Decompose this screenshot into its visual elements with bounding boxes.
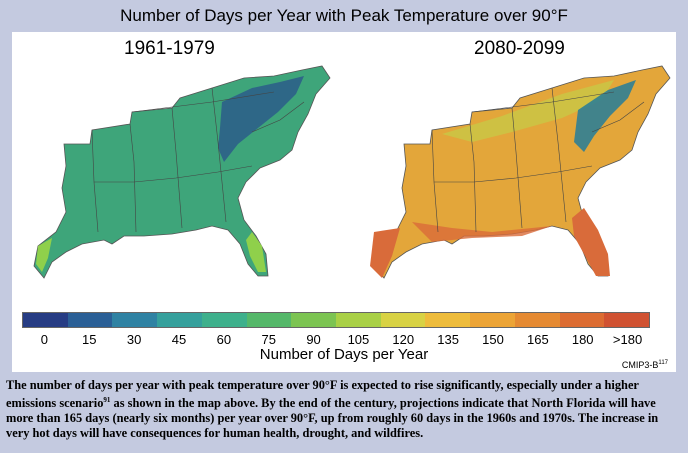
source-label: CMIP3-B117: [621, 360, 668, 370]
legend-tick-8: 120: [392, 332, 415, 347]
state-borders-left: [91, 87, 305, 233]
legend-bin-9: [425, 313, 471, 327]
legend-tick-12: 180: [571, 332, 594, 347]
texas-coast-left: [36, 238, 52, 272]
florida-coast-left: [246, 232, 266, 272]
legend-bin-13: [604, 313, 650, 327]
color-legend-bar: [22, 312, 650, 328]
gulf-coast-right: [412, 222, 552, 242]
caption-part-2: as shown in the map above. By the end of…: [6, 396, 659, 441]
legend-tick-1: 15: [82, 332, 97, 347]
state-borders-right: [431, 87, 645, 233]
map-2080-2099: [370, 65, 671, 279]
map-1961-1979: [33, 65, 331, 279]
figure-caption: The number of days per year with peak te…: [6, 378, 682, 441]
appalachian-highland-right: [574, 80, 636, 152]
period-label-right: 2080-2099: [474, 38, 565, 59]
legend-bin-10: [470, 313, 515, 327]
legend-bin-0: [23, 313, 68, 327]
legend-bin-2: [112, 313, 158, 327]
legend-tick-6: 90: [306, 332, 321, 347]
legend-tick-10: 150: [482, 332, 504, 347]
legend-bin-3: [157, 313, 202, 327]
legend-tick-13: >180: [612, 332, 643, 347]
legend-bin-6: [291, 313, 337, 327]
legend-bin-5: [246, 313, 292, 327]
legend-tick-7: 105: [347, 332, 370, 347]
legend-tick-0: 0: [40, 332, 49, 347]
legend-ticks: 0 15 30 45 60 75 90 105 120 135 150 165 180 >180: [22, 332, 662, 348]
caption-footnote-ref: 91: [103, 396, 111, 404]
legend-tick-2: 30: [126, 332, 142, 347]
florida-hot-right: [572, 208, 610, 276]
mid-band-right: [442, 80, 614, 142]
legend-bin-7: [336, 313, 381, 327]
texas-coast-right: [370, 228, 400, 278]
legend-bin-11: [514, 313, 560, 327]
legend-tick-11: 165: [526, 332, 549, 347]
legend-tick-9: 135: [437, 332, 459, 347]
caption-part-1: The number of days per year with peak te…: [6, 378, 639, 411]
period-label-left: 1961-1979: [124, 38, 215, 59]
legend-tick-5: 75: [261, 332, 276, 347]
maps-svg: [33, 65, 671, 279]
legend-bin-8: [380, 313, 426, 327]
legend-tick-3: 45: [171, 332, 187, 347]
figure-title: Number of Days per Year with Peak Temper…: [120, 6, 568, 25]
legend-unit-label: Number of Days per Year: [259, 346, 429, 363]
legend-bin-4: [201, 313, 247, 327]
legend-bin-12: [559, 313, 605, 327]
legend-bin-1: [67, 313, 113, 327]
map-panel: 1961-1979 2080-2099: [12, 32, 676, 372]
legend-tick-4: 60: [216, 332, 232, 347]
